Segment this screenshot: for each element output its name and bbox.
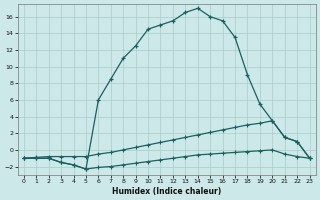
X-axis label: Humidex (Indice chaleur): Humidex (Indice chaleur) — [112, 187, 221, 196]
